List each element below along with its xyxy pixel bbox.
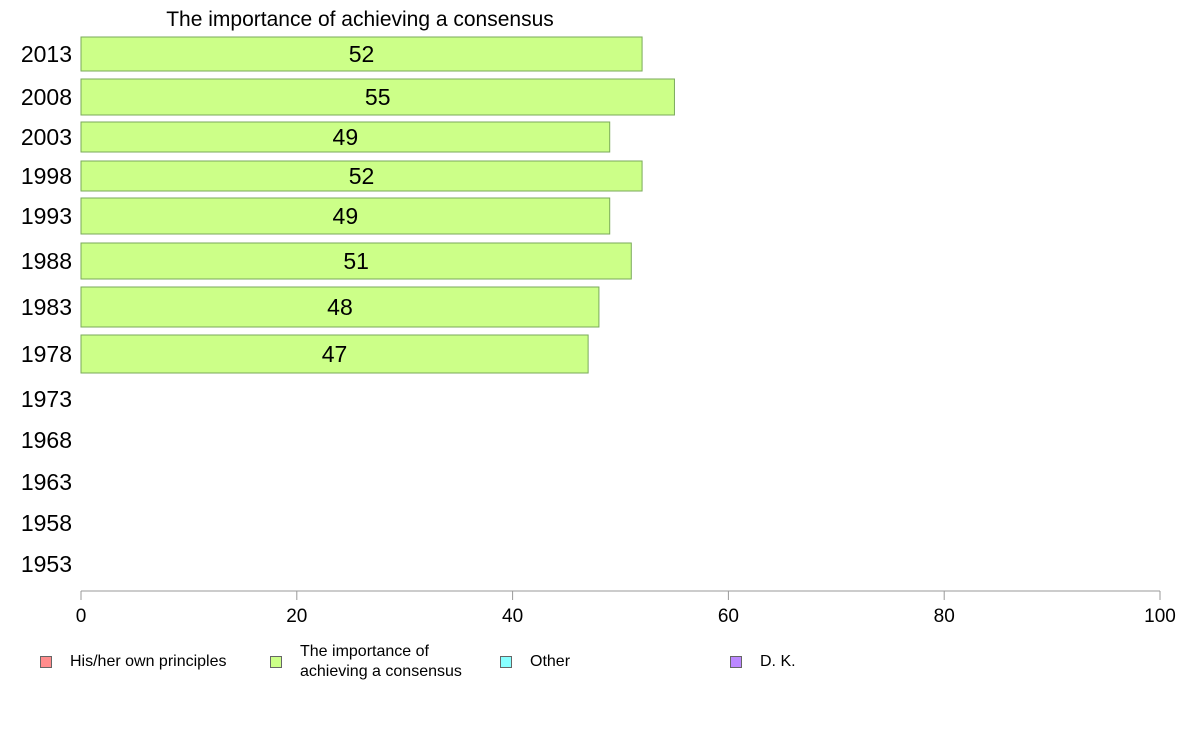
bar-value-label: 47 (322, 341, 348, 367)
y-tick-label: 1958 (21, 510, 72, 536)
legend-label-other: Other (530, 653, 571, 670)
legend-swatch-dk (730, 656, 742, 668)
y-tick-label: 1988 (21, 248, 72, 274)
x-tick-label: 20 (286, 606, 307, 627)
bar-chart: The importance of achieving a consensus … (21, 8, 1176, 627)
legend-label-own-principles: His/her own principles (70, 653, 227, 670)
bar-value-label: 49 (333, 203, 359, 229)
bar-value-label: 48 (327, 294, 353, 320)
y-tick-label: 1973 (21, 386, 72, 412)
y-tick-label: 1953 (21, 551, 72, 577)
y-axis-labels: 2013 2008 2003 1998 1993 1988 1983 1978 1973 1968… (21, 41, 72, 577)
bar (80, 36, 643, 72)
y-tick-label: 1968 (21, 427, 72, 453)
bar (80, 334, 589, 374)
x-tick-label: 40 (502, 606, 523, 627)
legend-label-dk: D. K. (760, 653, 796, 670)
bar-value-label: 55 (365, 84, 391, 110)
chart-title: The importance of achieving a consensus (166, 8, 554, 31)
x-tick-label: 80 (934, 606, 955, 627)
y-tick-label: 1978 (21, 341, 72, 367)
bar (80, 121, 611, 153)
legend: His/her own principles The importance of… (0, 642, 1188, 690)
y-tick-label: 2013 (21, 41, 72, 67)
legend-item-dk: D. K. (730, 642, 796, 682)
bar (80, 78, 675, 116)
legend-swatch-consensus (270, 656, 282, 668)
bar-value-label: 52 (349, 163, 375, 189)
y-tick-label: 1963 (21, 469, 72, 495)
bar-value-label: 52 (349, 41, 375, 67)
bar (80, 160, 643, 192)
bar-value-label: 49 (333, 124, 359, 150)
legend-swatch-other (500, 656, 512, 668)
legend-swatch-own-principles (40, 656, 52, 668)
x-tick-label: 100 (1144, 606, 1176, 627)
legend-label-consensus: The importance of achieving a consensus (300, 643, 462, 680)
legend-item-own-principles: His/her own principles (40, 642, 227, 682)
x-tick-label: 60 (718, 606, 739, 627)
bar (80, 197, 611, 235)
legend-item-other: Other (500, 642, 570, 682)
x-axis: 0 20 40 60 80 100 (76, 590, 1176, 627)
bar-value-label: 51 (343, 248, 369, 274)
y-tick-label: 1998 (21, 163, 72, 189)
y-tick-label: 2008 (21, 84, 72, 110)
x-tick-label: 0 (76, 606, 87, 627)
y-tick-label: 1993 (21, 203, 72, 229)
legend-item-consensus: The importance of achieving a consensus (270, 642, 462, 682)
bar (80, 242, 632, 280)
bar (80, 286, 600, 328)
y-tick-label: 2003 (21, 124, 72, 150)
y-tick-label: 1983 (21, 294, 72, 320)
